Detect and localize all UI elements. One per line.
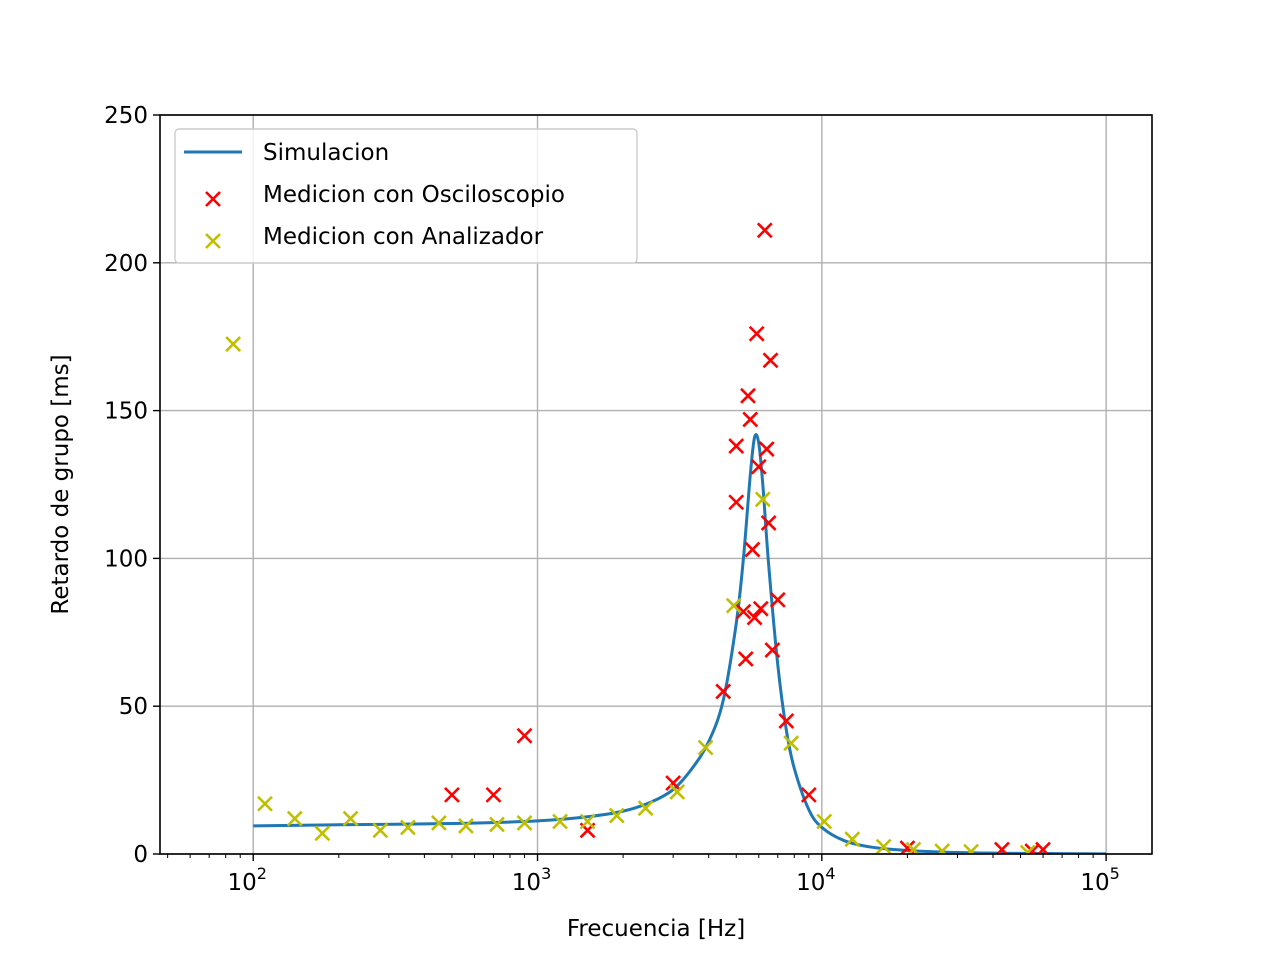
series-2 <box>225 336 1036 854</box>
data-point-marker <box>516 815 533 831</box>
data-point-marker <box>875 838 892 854</box>
data-point-marker <box>1019 844 1036 854</box>
series-1 <box>444 222 1051 854</box>
data-point-marker <box>756 222 773 239</box>
x-tick-exponent: 3 <box>541 864 551 883</box>
data-point-marker <box>669 784 686 800</box>
data-point-marker <box>552 813 568 830</box>
data-point-marker <box>758 441 775 457</box>
y-tick-label: 50 <box>119 694 148 720</box>
data-point-marker <box>485 786 502 803</box>
data-point-marker <box>963 843 980 854</box>
data-point-marker <box>225 336 242 353</box>
data-point-marker <box>752 600 769 617</box>
data-point-marker <box>715 683 732 700</box>
x-tick-label: 104 <box>796 864 835 896</box>
legend: Simulacion Medicion con Osciloscopio Medic… <box>174 128 638 264</box>
data-point-marker <box>746 609 763 626</box>
x-tick-base: 10 <box>796 870 825 896</box>
data-point-marker <box>993 841 1010 854</box>
data-point-marker <box>744 541 761 558</box>
x-tick-base: 10 <box>512 870 541 896</box>
data-point-marker <box>737 650 754 667</box>
legend-label: Medicion con Analizador <box>263 224 544 250</box>
data-point-marker <box>372 822 389 839</box>
data-point-marker <box>800 786 817 803</box>
legend-label: Medicion con Osciloscopio <box>263 182 565 208</box>
data-point-marker <box>742 411 759 428</box>
x-tick-label: 103 <box>512 864 551 896</box>
plot-area-frame <box>159 114 1153 855</box>
data-point-marker <box>257 795 273 812</box>
legend-swatch-marker <box>205 233 221 249</box>
data-point-marker <box>458 817 474 834</box>
data-point-marker <box>740 387 756 404</box>
data-point-marker <box>844 831 861 848</box>
data-point-marker <box>637 800 654 817</box>
data-point-marker <box>735 603 752 620</box>
data-point-marker <box>579 813 596 830</box>
x-tick-label: 102 <box>227 864 266 896</box>
x-axis-title: Frecuencia [Hz] <box>567 916 745 942</box>
data-point-marker <box>778 713 795 729</box>
data-point-marker <box>489 816 505 833</box>
data-point-marker <box>399 819 416 836</box>
data-point-marker <box>342 810 359 827</box>
data-point-marker <box>748 325 765 342</box>
x-tick-base: 10 <box>227 870 256 896</box>
data-point-marker <box>286 810 303 827</box>
data-point-marker <box>764 642 781 658</box>
y-tick-label: 100 <box>104 546 148 572</box>
data-point-marker <box>728 438 745 454</box>
y-tick-label: 250 <box>104 103 148 129</box>
x-tick-exponent: 4 <box>825 864 835 883</box>
data-point-marker <box>783 735 800 752</box>
legend-box <box>174 128 638 264</box>
x-tick-exponent: 2 <box>257 864 267 883</box>
plot-data <box>225 222 1107 854</box>
legend-swatch-marker <box>205 191 221 207</box>
data-point-marker <box>934 843 951 854</box>
y-tick-label: 150 <box>104 399 148 425</box>
data-point-marker <box>750 458 767 475</box>
y-tick-label: 0 <box>133 842 148 868</box>
x-minor-ticks <box>167 854 1094 858</box>
data-point-marker <box>1024 843 1041 854</box>
data-point-marker <box>762 352 779 369</box>
y-tick-label: 200 <box>104 251 148 277</box>
data-point-marker <box>1035 841 1051 854</box>
data-point-marker <box>314 825 331 842</box>
x-tick-base: 10 <box>1080 870 1109 896</box>
data-point-marker <box>608 807 625 824</box>
data-point-marker <box>905 841 922 854</box>
data-point-marker <box>725 597 742 614</box>
x-tick-exponent: 5 <box>1110 864 1120 883</box>
data-point-marker <box>754 491 771 508</box>
data-point-marker <box>516 727 533 744</box>
legend-label: Simulacion <box>263 140 389 166</box>
data-point-marker <box>665 775 682 791</box>
x-tick-label: 105 <box>1080 864 1119 896</box>
data-point-marker <box>816 813 833 830</box>
data-point-marker <box>697 739 714 756</box>
data-point-marker <box>728 494 745 511</box>
data-point-marker <box>431 815 447 831</box>
data-point-marker <box>760 515 777 531</box>
data-point-marker <box>769 591 786 608</box>
data-point-marker <box>444 786 460 803</box>
y-axis-title: Retardo de grupo [ms] <box>48 354 74 614</box>
